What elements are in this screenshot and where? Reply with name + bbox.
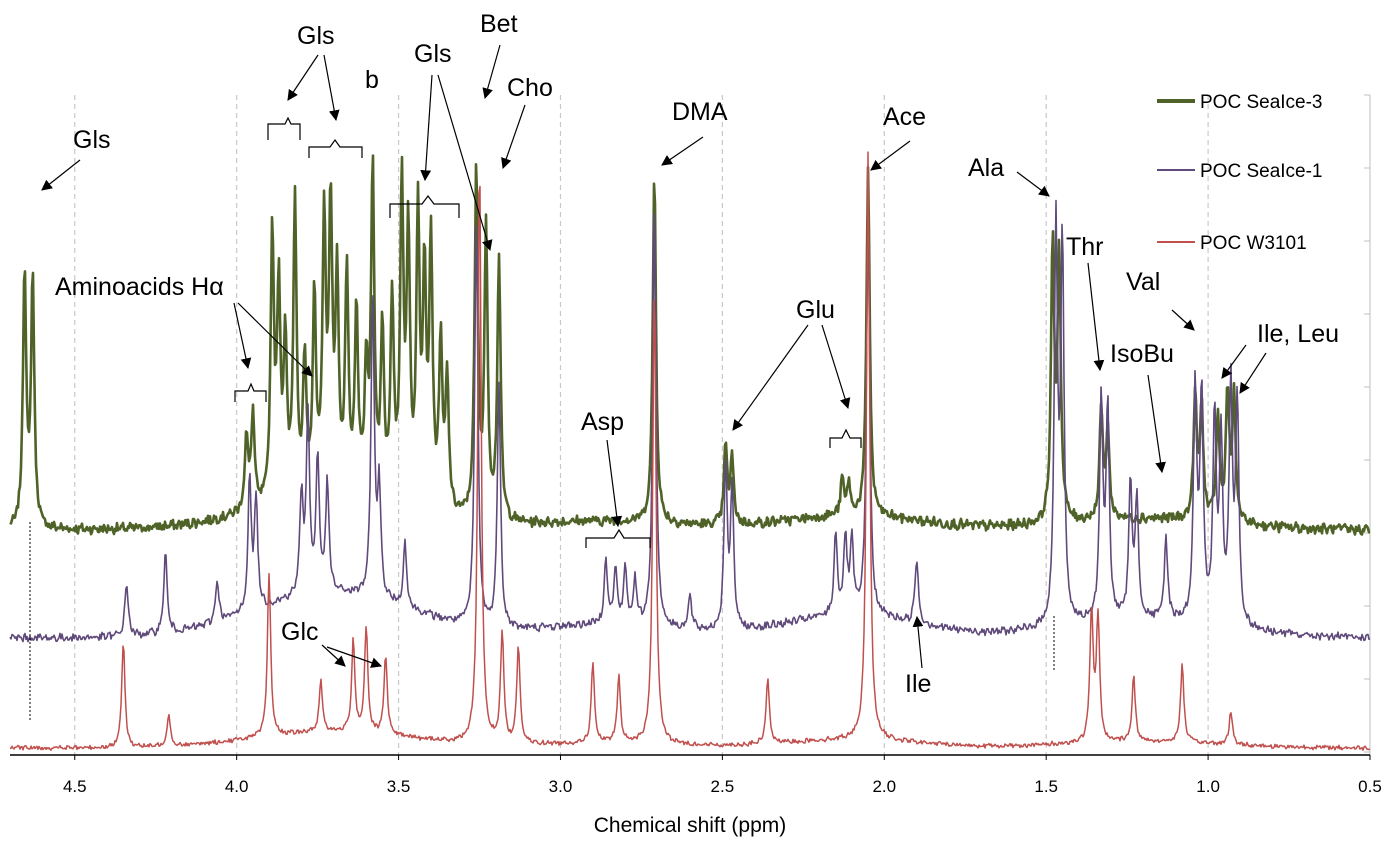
arrow-dma (661, 136, 704, 166)
bracket-gls-3 (389, 195, 460, 218)
label-isobu: IsoBu (1110, 340, 1174, 368)
bracket-glu (829, 428, 862, 448)
arrow-thr (1087, 262, 1105, 372)
arrow-ala (1016, 171, 1050, 197)
label-gls-2: Gls (297, 22, 335, 50)
series-line-poc-seaice-1 (9, 199, 1371, 643)
x-ticks: 4.5 4.0 3.5 3.0 2.5 2.0 1.5 1.0 0.5 (63, 755, 1382, 796)
annotation-labels: Gls Gls b Gls Bet Cho DMA Ace Ala Thr Va… (55, 10, 1339, 698)
bracket-gls-2a (267, 116, 301, 140)
label-aminoacids: Aminoacids Hα (55, 273, 224, 301)
arrow-cho (501, 104, 526, 170)
arrow-glu-b (821, 324, 851, 410)
label-cho: Cho (507, 74, 553, 102)
arrow-val (1171, 309, 1195, 331)
arrow-aminoacids-b (237, 302, 313, 377)
arrow-gls-2b (323, 54, 340, 122)
x-tick-label: 4.0 (225, 777, 249, 796)
bracket-gls-2b (308, 138, 363, 158)
label-ace: Ace (883, 103, 926, 131)
arrow-gls-3a (420, 74, 433, 182)
x-tick-label: 1.5 (1034, 777, 1058, 796)
arrow-ile (912, 615, 924, 669)
x-tick-label: 2.5 (711, 777, 735, 796)
arrow-glc-a (321, 644, 346, 667)
bracket-aminoacids (234, 382, 267, 402)
arrow-gls-1 (41, 159, 81, 191)
x-tick-label: 3.0 (549, 777, 573, 796)
label-val: Val (1126, 268, 1160, 296)
legend-label-w3101: POC W3101 (1200, 233, 1307, 254)
label-glu: Glu (796, 296, 835, 324)
annotation-arrows (41, 44, 1267, 669)
x-tick-label: 2.0 (872, 777, 896, 796)
label-ile-leu: Ile, Leu (1257, 320, 1339, 348)
series-line-poc-seaice-3 (9, 154, 1371, 536)
label-ile: Ile (905, 670, 931, 698)
arrow-glc-b (326, 646, 383, 668)
label-bet: Bet (480, 10, 518, 38)
x-axis-title: Chemical shift (ppm) (594, 814, 787, 837)
spectra (9, 151, 1371, 751)
arrow-ile-leu-a (1221, 344, 1247, 379)
series-line-poc-w3101 (9, 151, 1371, 751)
legend: POC SeaIce-3 POC SeaIce-1 POC W3101 (1157, 92, 1323, 254)
x-tick-label: 4.5 (63, 777, 87, 796)
label-ala: Ala (968, 154, 1004, 182)
label-gls-3: Gls (414, 40, 452, 68)
label-thr: Thr (1066, 233, 1104, 261)
label-asp: Asp (581, 408, 624, 436)
arrow-isobu (1147, 374, 1166, 474)
arrow-gls-3b (437, 74, 493, 252)
arrow-ace (870, 140, 911, 171)
arrow-gls-2a (287, 54, 319, 101)
x-tick-label: 1.0 (1196, 777, 1220, 796)
x-tick-label: 3.5 (387, 777, 411, 796)
label-dma: DMA (672, 98, 728, 126)
label-glc: Glc (281, 618, 319, 646)
dotted-guides (29, 522, 1055, 720)
arrow-bet (482, 44, 501, 100)
label-b: b (365, 66, 379, 94)
legend-label-seaice1: POC SeaIce-1 (1200, 161, 1323, 182)
arrow-asp (606, 439, 623, 528)
right-axis (1364, 94, 1371, 755)
x-tick-label: 0.5 (1358, 777, 1382, 796)
arrow-ile-leu-b (1239, 352, 1267, 394)
label-gls-1: Gls (73, 126, 111, 154)
bracket-asp (585, 528, 651, 548)
grid-lines (74, 95, 1209, 755)
legend-label-seaice3: POC SeaIce-3 (1200, 92, 1323, 113)
arrow-aminoacids-a (233, 302, 252, 370)
arrow-glu-a (732, 324, 809, 431)
